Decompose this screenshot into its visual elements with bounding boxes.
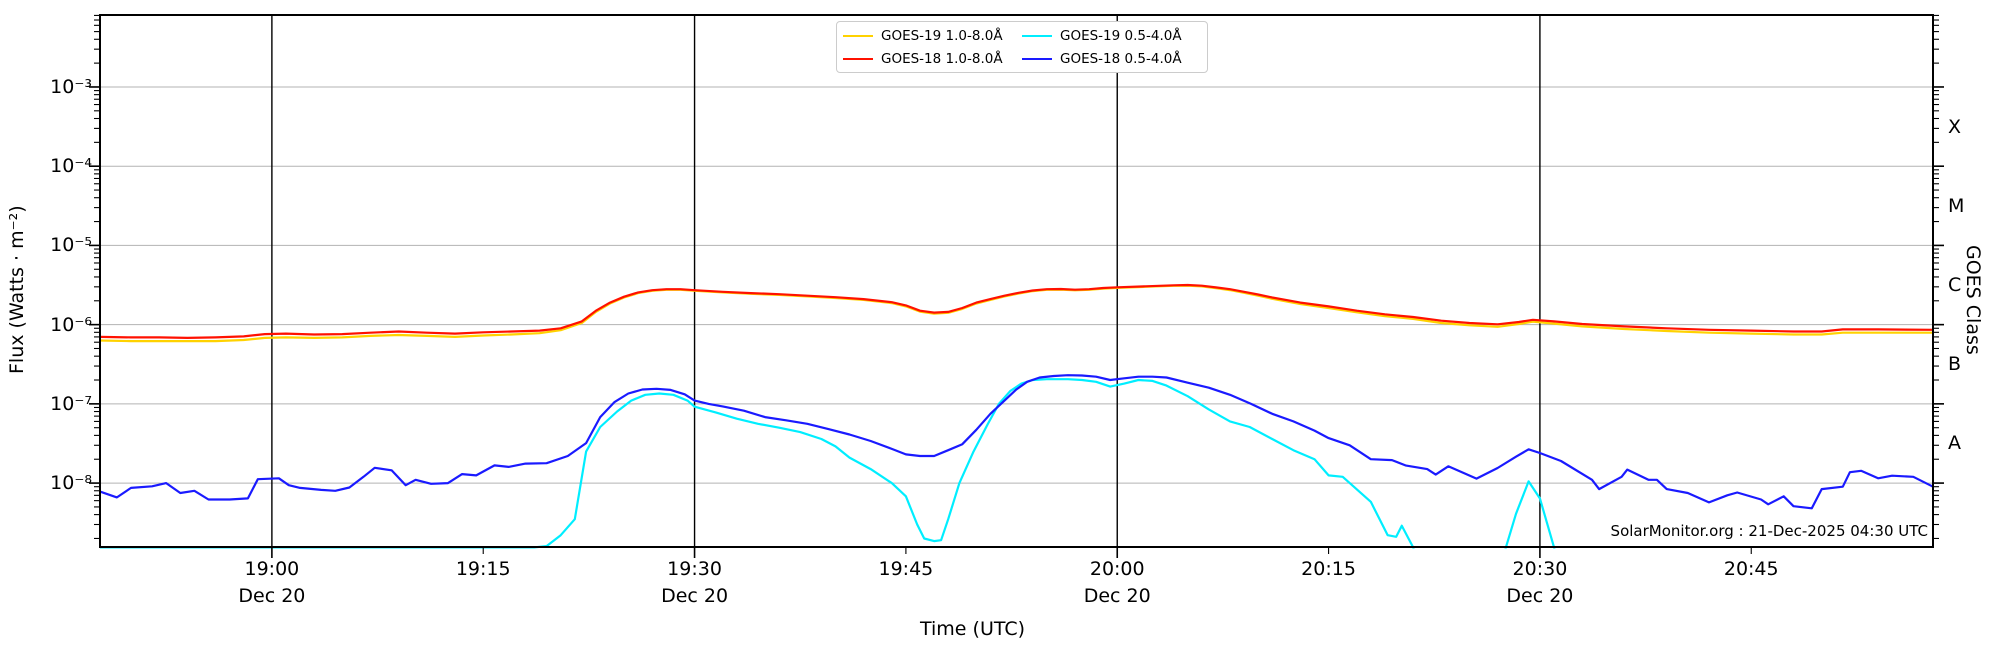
y-tick-label: 10⁻⁸	[50, 472, 92, 495]
legend-item-label: GOES-18 0.5-4.0Å	[1060, 50, 1182, 67]
legend-item-label: GOES-18 1.0-8.0Å	[881, 50, 1003, 67]
x-axis-label: Time (UTC)	[920, 618, 1026, 640]
legend-item-label: GOES-19 1.0-8.0Å	[881, 27, 1003, 44]
legend-item-label: GOES-19 0.5-4.0Å	[1060, 27, 1182, 44]
y-tick-label: 10⁻⁵	[50, 234, 92, 257]
y-tick-label: 10⁻³	[50, 75, 92, 98]
series-line-goes-19-0-5-4-0-	[100, 378, 1556, 549]
x-tick-date-label: Dec 20	[238, 585, 306, 607]
legend-item: GOES-18 1.0-8.0Å	[843, 47, 1022, 70]
goes-class-label-m: M	[1948, 194, 1965, 217]
legend: GOES-19 1.0-8.0Å GOES-18 1.0-8.0Å GOES-19 …	[836, 21, 1208, 73]
x-tick-date-label: Dec 20	[1083, 585, 1151, 607]
right-axis-label: GOES Class	[1962, 245, 1984, 355]
goes-class-label-b: B	[1948, 353, 1962, 376]
y-tick-label: 10⁻⁴	[50, 155, 92, 178]
y-tick-label: 10⁻⁷	[50, 392, 92, 415]
x-tick-label: 19:00	[244, 558, 300, 580]
solarmonitor-annotation: SolarMonitor.org : 21-Dec-2025 04:30 UTC	[1610, 522, 1928, 540]
x-tick-label: 20:15	[1301, 558, 1356, 580]
legend-line-swatch	[843, 34, 873, 37]
x-tick-label: 19:15	[455, 558, 511, 580]
series-line-goes-18-0-5-4-0-	[100, 374, 1933, 510]
x-tick-label: 20:45	[1723, 558, 1779, 580]
x-tick-label: 20:00	[1089, 558, 1145, 580]
goes-class-label-a: A	[1948, 432, 1961, 455]
legend-item: GOES-18 0.5-4.0Å	[1022, 47, 1201, 70]
legend-line-swatch	[843, 57, 873, 60]
goes-class-label-c: C	[1948, 274, 1962, 297]
x-tick-label: 19:30	[667, 558, 722, 580]
x-tick-label: 20:30	[1512, 558, 1568, 580]
legend-line-swatch	[1022, 57, 1052, 60]
legend-line-swatch	[1022, 34, 1052, 37]
x-tick-date-label: Dec 20	[661, 585, 729, 607]
legend-item: GOES-19 0.5-4.0Å	[1022, 24, 1201, 47]
plot-border	[99, 14, 1934, 548]
y-tick-label: 10⁻⁶	[50, 313, 92, 336]
series-line-goes-18-1-0-8-0-	[100, 283, 1933, 339]
x-tick-date-label: Dec 20	[1506, 585, 1574, 607]
x-tick-label: 19:45	[878, 558, 934, 580]
legend-item: GOES-19 1.0-8.0Å	[843, 24, 1022, 47]
goes-class-label-x: X	[1948, 115, 1962, 138]
